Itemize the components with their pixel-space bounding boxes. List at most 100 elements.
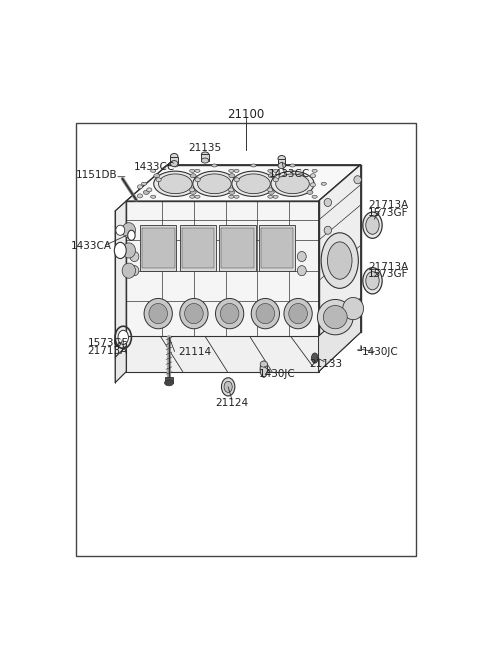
- Ellipse shape: [216, 298, 244, 329]
- Ellipse shape: [259, 182, 264, 185]
- Ellipse shape: [282, 182, 288, 185]
- Text: 1433CC: 1433CC: [134, 162, 176, 172]
- Ellipse shape: [251, 298, 279, 329]
- Ellipse shape: [128, 230, 135, 240]
- Bar: [180, 225, 216, 271]
- Ellipse shape: [144, 190, 149, 194]
- Ellipse shape: [327, 242, 352, 279]
- Ellipse shape: [324, 226, 332, 234]
- Ellipse shape: [149, 304, 168, 323]
- Polygon shape: [126, 337, 319, 372]
- Ellipse shape: [251, 164, 256, 167]
- Ellipse shape: [260, 361, 267, 367]
- Ellipse shape: [116, 225, 125, 236]
- Polygon shape: [319, 165, 360, 337]
- Bar: [140, 225, 177, 271]
- Ellipse shape: [190, 188, 195, 192]
- Ellipse shape: [363, 268, 382, 294]
- Ellipse shape: [170, 154, 178, 159]
- Ellipse shape: [234, 195, 239, 198]
- Ellipse shape: [202, 158, 209, 163]
- Bar: [142, 228, 175, 268]
- Ellipse shape: [324, 198, 332, 207]
- Ellipse shape: [276, 174, 309, 194]
- Text: 21124: 21124: [216, 398, 249, 408]
- Bar: [181, 228, 215, 268]
- Bar: [170, 157, 178, 163]
- Bar: [259, 225, 295, 271]
- Ellipse shape: [158, 174, 192, 194]
- Ellipse shape: [190, 174, 196, 178]
- Ellipse shape: [220, 304, 239, 323]
- Ellipse shape: [260, 361, 267, 377]
- Ellipse shape: [195, 195, 200, 198]
- Ellipse shape: [156, 178, 161, 182]
- Ellipse shape: [290, 164, 295, 167]
- Ellipse shape: [268, 174, 274, 178]
- Ellipse shape: [297, 174, 303, 178]
- Ellipse shape: [193, 171, 236, 196]
- Ellipse shape: [312, 353, 318, 363]
- Text: 21713A: 21713A: [368, 200, 408, 210]
- Bar: [261, 228, 293, 268]
- Ellipse shape: [321, 233, 359, 289]
- Ellipse shape: [154, 174, 160, 178]
- Ellipse shape: [180, 298, 208, 329]
- Ellipse shape: [118, 330, 129, 344]
- Bar: [221, 228, 254, 268]
- Ellipse shape: [268, 190, 274, 194]
- Text: 1573GF: 1573GF: [87, 338, 128, 348]
- Ellipse shape: [122, 243, 135, 258]
- Ellipse shape: [324, 306, 347, 329]
- Ellipse shape: [243, 182, 248, 185]
- Ellipse shape: [267, 188, 273, 192]
- Ellipse shape: [311, 174, 315, 178]
- Text: 1430JC: 1430JC: [259, 369, 296, 379]
- Text: 21713A: 21713A: [368, 262, 408, 272]
- Ellipse shape: [122, 263, 135, 278]
- Ellipse shape: [130, 266, 139, 276]
- Text: 1433CA: 1433CA: [71, 241, 112, 251]
- Bar: [76, 123, 416, 556]
- Polygon shape: [319, 298, 360, 372]
- Ellipse shape: [311, 183, 315, 187]
- Ellipse shape: [137, 194, 143, 198]
- Ellipse shape: [289, 304, 307, 323]
- Ellipse shape: [297, 251, 306, 262]
- Ellipse shape: [204, 182, 209, 185]
- Ellipse shape: [234, 178, 240, 182]
- Text: 21100: 21100: [228, 108, 264, 121]
- Ellipse shape: [190, 195, 195, 198]
- Ellipse shape: [229, 190, 235, 194]
- Ellipse shape: [228, 195, 234, 198]
- Ellipse shape: [278, 155, 286, 161]
- Ellipse shape: [268, 195, 273, 198]
- Ellipse shape: [343, 297, 363, 319]
- Ellipse shape: [228, 169, 234, 173]
- Ellipse shape: [190, 169, 195, 173]
- Ellipse shape: [354, 176, 361, 184]
- Text: 21135: 21135: [189, 144, 222, 154]
- Ellipse shape: [165, 380, 173, 386]
- Text: 1430JC: 1430JC: [362, 348, 399, 358]
- Ellipse shape: [307, 190, 313, 194]
- Bar: [202, 154, 209, 161]
- Ellipse shape: [278, 163, 286, 169]
- Ellipse shape: [366, 216, 379, 234]
- Ellipse shape: [154, 171, 197, 196]
- Ellipse shape: [284, 298, 312, 329]
- Text: 21713A: 21713A: [87, 346, 128, 356]
- Polygon shape: [115, 201, 126, 348]
- Ellipse shape: [190, 190, 196, 194]
- Ellipse shape: [130, 251, 139, 262]
- Ellipse shape: [229, 174, 235, 178]
- Ellipse shape: [273, 178, 278, 182]
- Ellipse shape: [173, 164, 178, 167]
- Ellipse shape: [256, 304, 275, 323]
- Text: 1573GF: 1573GF: [368, 269, 408, 279]
- Ellipse shape: [122, 222, 135, 238]
- Text: 21114: 21114: [178, 348, 211, 358]
- Polygon shape: [126, 165, 360, 201]
- Ellipse shape: [321, 182, 326, 185]
- Bar: [165, 377, 173, 383]
